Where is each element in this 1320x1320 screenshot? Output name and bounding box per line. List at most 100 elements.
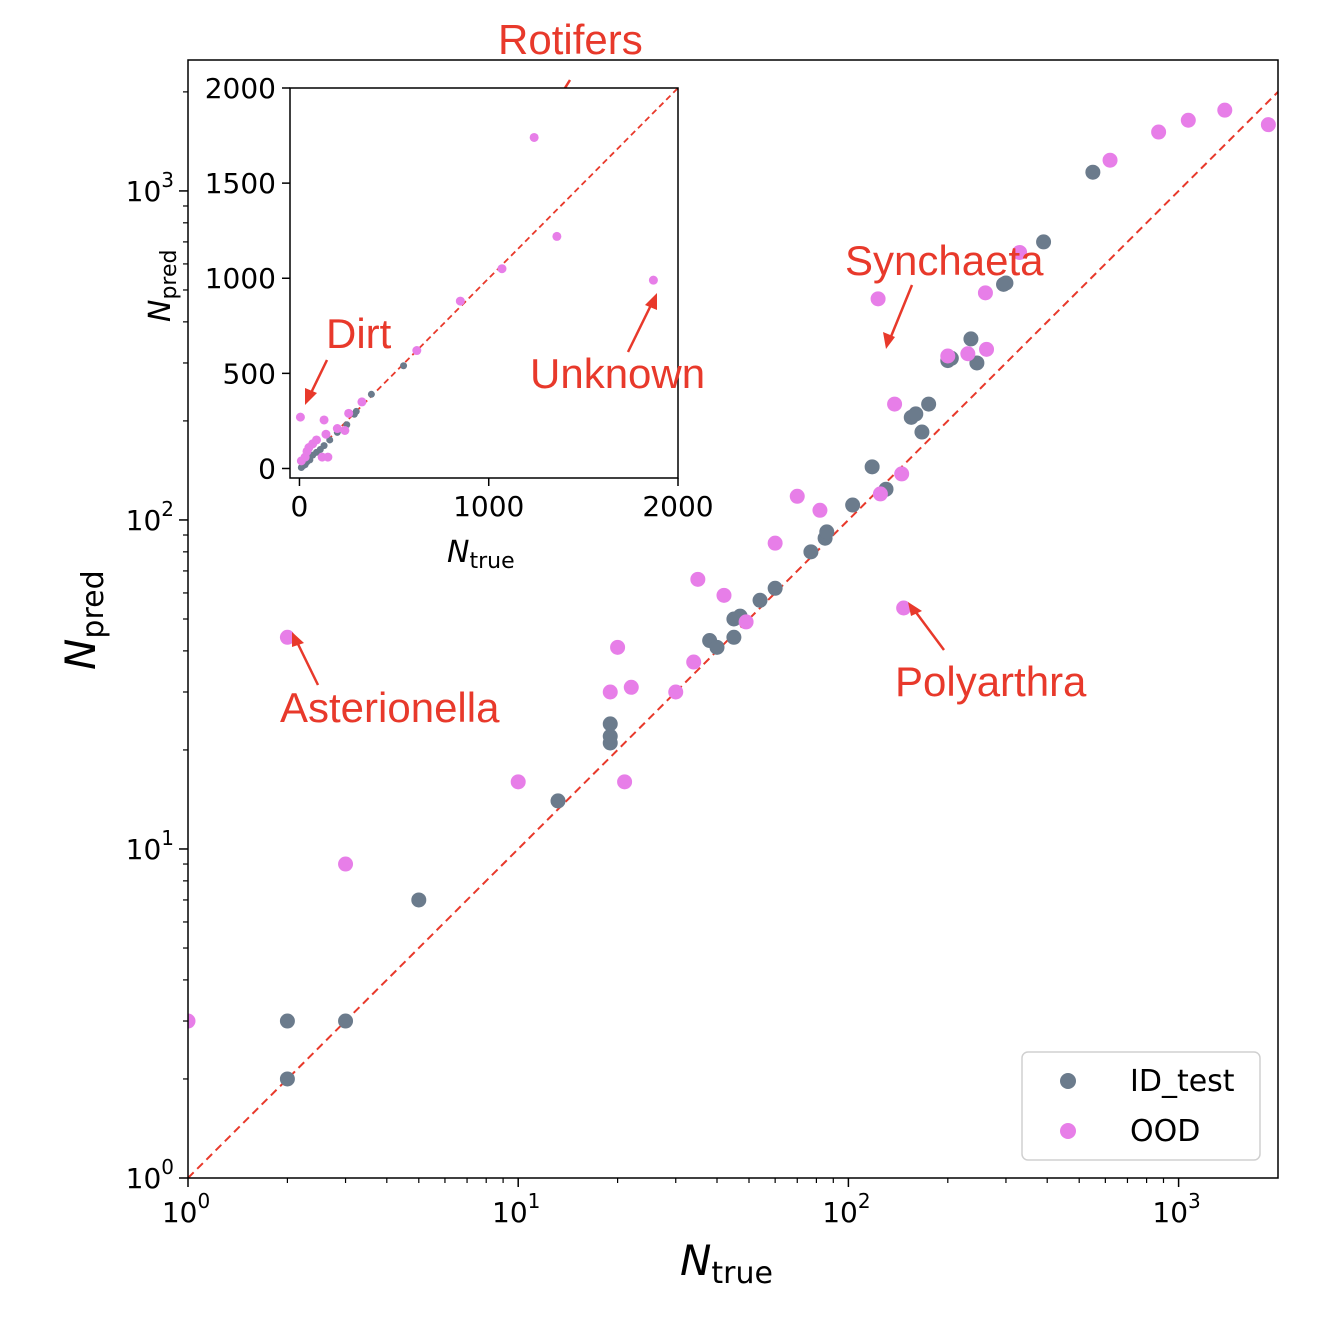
data-point-ood — [690, 571, 706, 587]
data-point-ood — [738, 614, 754, 630]
data-point-ood — [1217, 102, 1233, 118]
data-point-ood — [1151, 124, 1167, 140]
inset-y-tick-label: 1500 — [205, 167, 276, 200]
data-point-id-test — [411, 892, 427, 908]
data-point-ood — [940, 348, 956, 364]
inset-x-tick-label: 0 — [291, 490, 309, 523]
data-point-ood — [686, 654, 702, 670]
data-point-ood — [1012, 244, 1028, 260]
data-point-ood — [623, 679, 639, 695]
data-point-id-test — [1036, 234, 1052, 250]
inset-frame — [289, 87, 679, 479]
annotation-arrow-unknown — [626, 302, 654, 353]
data-point-id-test — [602, 716, 618, 732]
data-point-id-test — [998, 275, 1014, 291]
inset-data-point — [319, 415, 329, 425]
data-point-ood — [188, 1013, 196, 1029]
axis-ticks: 100 101 102 103 100 101 102 103 — [126, 91, 1201, 1229]
annotation-arrowhead-polyarthra — [908, 602, 922, 616]
x-tick-label: 100 — [162, 1189, 210, 1229]
x-tick-label: 103 — [1152, 1189, 1200, 1229]
data-point-id-test — [550, 793, 566, 809]
annotation-arrowhead-dirt — [305, 388, 317, 405]
inset-data-point — [400, 362, 408, 370]
data-point-id-test — [602, 728, 618, 744]
data-point-ood — [789, 488, 805, 504]
annotation-dirt: Dirt — [326, 310, 392, 357]
legend-marker-ood — [1060, 1123, 1076, 1139]
legend: ID_test OOD — [1021, 1051, 1261, 1161]
data-point-ood — [812, 502, 828, 518]
inset-data-point — [497, 264, 507, 274]
annotation-arrowhead-unknown — [645, 293, 657, 310]
data-point-ood — [979, 341, 995, 357]
y-tick-label: 100 — [126, 1155, 174, 1195]
data-point-ood — [894, 466, 910, 482]
data-point-id-test — [963, 331, 979, 347]
data-point-id-test — [338, 1013, 354, 1029]
data-point-id-test — [767, 580, 783, 596]
data-point-ood — [896, 600, 912, 616]
inset-data-point — [357, 397, 367, 407]
inset-y-tick-label: 500 — [223, 357, 276, 390]
inset-data-point — [648, 275, 658, 285]
inset-data-point — [352, 407, 360, 415]
annotation-rotifers: Rotifers — [498, 16, 643, 63]
data-point-ood — [716, 587, 732, 603]
data-point-id-test — [819, 524, 835, 540]
y-tick-label: 101 — [126, 826, 174, 866]
annotation-asterionella: Asterionella — [280, 684, 500, 731]
data-point-id-test — [279, 1071, 295, 1087]
data-point-id-test — [921, 396, 937, 412]
data-point-id-test — [908, 406, 924, 422]
inset-data-point — [455, 296, 465, 306]
legend-label-id-test: ID_test — [1130, 1064, 1235, 1099]
inset-x-axis-label: Ntrue — [447, 535, 515, 574]
data-point-ood — [1260, 117, 1276, 133]
inset-x-tick-label: 2000 — [642, 490, 713, 523]
data-point-ood — [1180, 112, 1196, 128]
ood-points — [188, 102, 1276, 1029]
inset-x-tick-label: 1000 — [453, 490, 524, 523]
annotation-arrowhead-asterionella — [292, 632, 304, 647]
data-point-ood — [617, 774, 633, 790]
inset-data-point — [552, 231, 562, 241]
data-point-ood — [338, 856, 354, 872]
inset-y-tick-label: 1000 — [205, 262, 276, 295]
data-point-ood — [1102, 152, 1118, 168]
data-point-ood — [767, 535, 783, 551]
annotation-arrow-synchaeta — [888, 284, 914, 340]
data-point-ood — [668, 684, 684, 700]
inset-data-point — [321, 429, 331, 439]
data-point-ood — [279, 629, 295, 645]
data-point-id-test — [709, 639, 725, 655]
data-point-ood — [872, 486, 888, 502]
y-axis-label: Npred — [56, 570, 111, 670]
legend-box — [1021, 1051, 1261, 1161]
data-point-ood — [977, 285, 993, 301]
inset-data-point — [323, 452, 333, 462]
inset-y-tick-label: 2000 — [205, 72, 276, 105]
data-point-id-test — [752, 592, 768, 608]
inset-chart: 0 1000 2000 0 500 1000 1500 2000 Ntrue Npred Di… — [143, 72, 714, 574]
inset-data-point — [295, 412, 305, 422]
data-point-ood — [602, 684, 618, 700]
y-tick-label: 102 — [126, 497, 174, 537]
annotation-unknown: Unknown — [530, 350, 705, 397]
annotation-arrow-polyarthra — [913, 610, 946, 651]
annotation-polyarthra: Polyarthra — [895, 658, 1087, 705]
x-tick-label: 102 — [822, 1189, 870, 1229]
annotation-arrowhead-synchaeta — [883, 332, 895, 349]
data-point-id-test — [1085, 164, 1101, 180]
inset-data-point — [367, 390, 375, 398]
inset-data-point — [529, 132, 539, 142]
data-point-id-test — [803, 544, 819, 560]
inset-data-point — [344, 408, 354, 418]
inset-data-point — [340, 425, 350, 435]
inset-data-point — [320, 442, 328, 450]
data-point-ood — [960, 346, 976, 362]
data-point-id-test — [726, 629, 742, 645]
data-point-ood — [510, 774, 526, 790]
y-tick-label: 103 — [126, 168, 174, 208]
